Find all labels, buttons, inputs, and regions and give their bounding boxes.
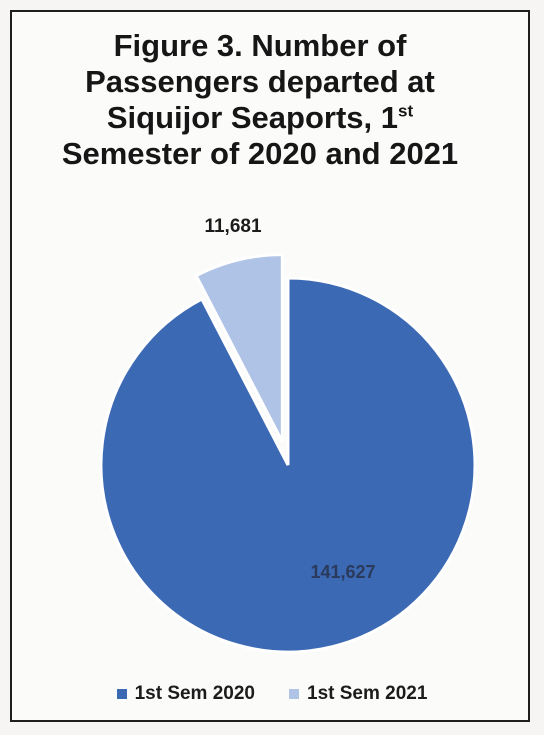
chart-title-superscript: st	[398, 101, 414, 121]
pie-slice-2020	[99, 276, 477, 654]
legend-swatch-2020	[116, 689, 127, 699]
legend: 1st Sem 2020 1st Sem 2021	[0, 683, 544, 705]
data-label-2021: 11,681	[204, 216, 261, 237]
legend-item-2021: 1st Sem 2021	[289, 683, 427, 705]
legend-label-2020: 1st Sem 2020	[134, 683, 255, 704]
legend-item-2020: 1st Sem 2020	[116, 683, 255, 705]
chart-title-line-2: Semester of 2020 and 2021	[61, 136, 459, 171]
legend-label-2021: 1st Sem 2021	[307, 683, 428, 704]
pie-slice-2021	[194, 253, 284, 443]
chart-title: Figure 3. Number of Passengers departed …	[40, 28, 480, 172]
data-label-2020: 141,627	[310, 562, 375, 582]
chart-title-line-1: Figure 3. Number of Passengers departed …	[85, 28, 435, 135]
legend-swatch-2021	[289, 689, 299, 699]
